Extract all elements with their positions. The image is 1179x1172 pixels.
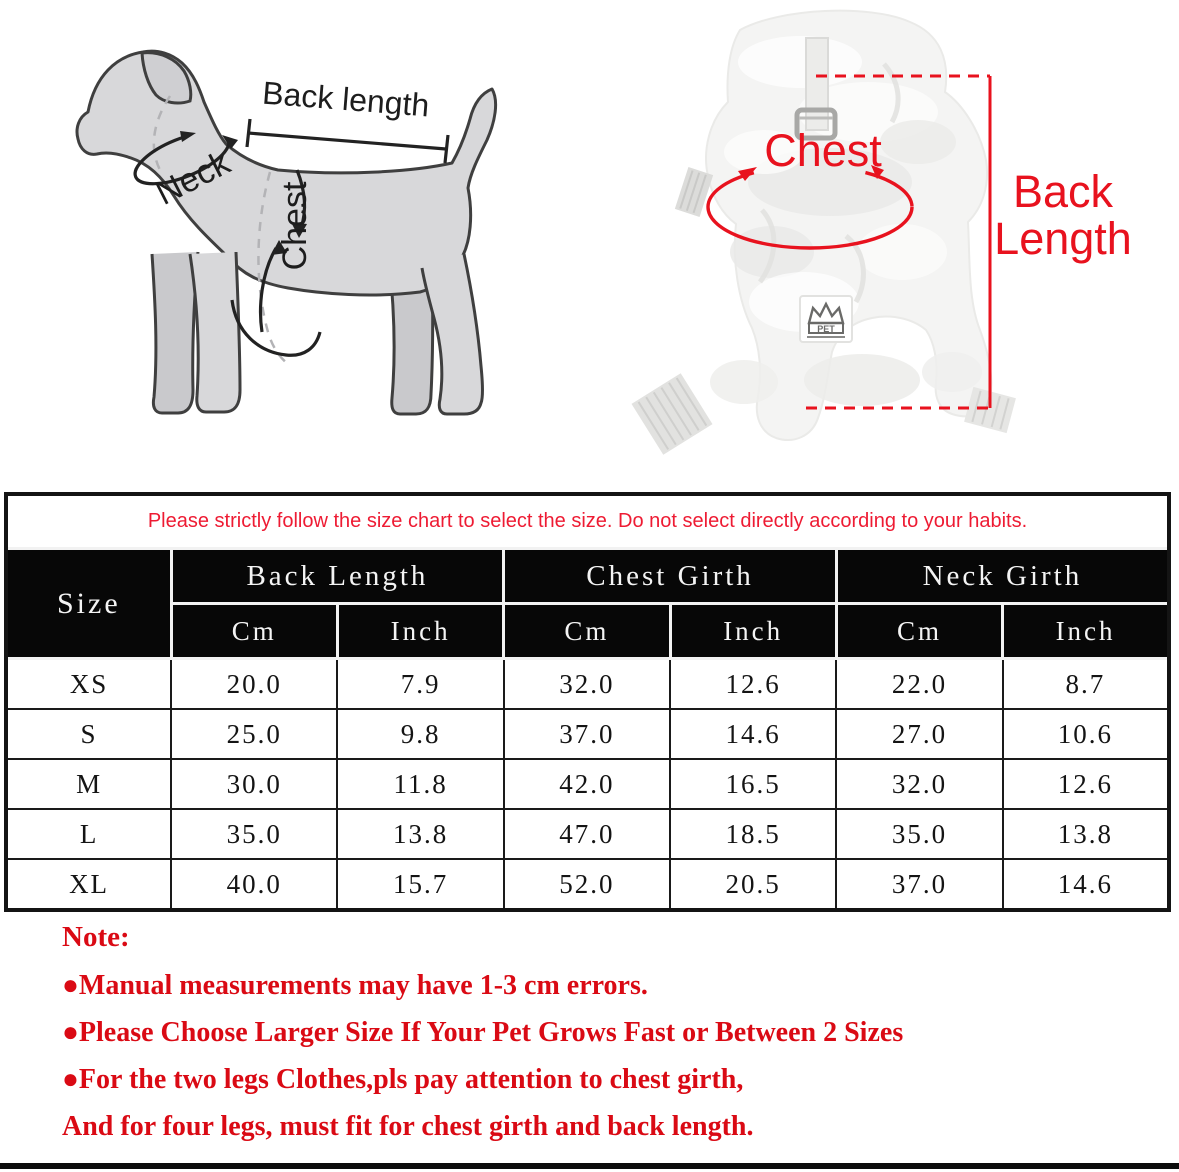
measurement-cell: 13.8	[1001, 808, 1171, 860]
measurement-cell: 42.0	[502, 758, 672, 810]
neck-measure-arrows	[133, 130, 238, 186]
notes-section: Note: ●Manual measurements may have 1-3 …	[62, 921, 1142, 1159]
note-line: ●Please Choose Larger Size If Your Pet G…	[62, 1017, 904, 1048]
measurement-cell: 14.6	[1001, 858, 1171, 911]
measurement-cell: 10.6	[1001, 708, 1171, 760]
table-row-l: L 35.0 13.8 47.0 18.5 35.0 13.8	[4, 808, 1171, 860]
measurement-cell: 8.7	[1001, 657, 1171, 710]
size-cell: M	[4, 758, 173, 810]
table-row-m: M 30.0 11.8 42.0 16.5 32.0 12.6	[4, 758, 1171, 810]
size-cell: S	[4, 708, 173, 760]
garment-photo: PET Chest Back Length	[631, 9, 1132, 455]
size-cell: XS	[4, 657, 173, 710]
measurement-cell: 25.0	[170, 708, 339, 760]
column-header-size: Size	[4, 547, 173, 660]
unit-header-cm: Cm	[834, 602, 1005, 660]
measurement-cell: 22.0	[835, 657, 1004, 710]
dog-silhouette	[75, 49, 498, 297]
note-line: ●Manual measurements may have 1-3 cm err…	[62, 970, 648, 1001]
measurement-illustrations: Back length Neck Chest	[75, 9, 1132, 455]
measurement-cell: 15.7	[336, 858, 505, 911]
column-header-neck-girth: Neck Girth	[834, 547, 1171, 605]
chest-arrow-left	[738, 167, 757, 181]
unit-header-cm: Cm	[502, 602, 672, 660]
measurement-cell: 47.0	[502, 808, 672, 860]
dog-far-front-leg	[150, 251, 200, 415]
dog-near-front-leg	[188, 251, 242, 414]
column-header-chest-girth: Chest Girth	[502, 547, 838, 605]
table-row-xl: XL 40.0 15.7 52.0 20.5 37.0 14.6	[4, 858, 1171, 911]
measurement-cell: 11.8	[336, 758, 505, 810]
size-cell: XL	[4, 858, 173, 911]
column-header-back-length: Back Length	[169, 547, 506, 605]
crown-icon	[807, 301, 845, 325]
measurement-cell: 14.6	[669, 708, 838, 760]
measurement-cell: 13.8	[336, 808, 505, 860]
chest-girth-ellipse	[706, 164, 914, 250]
measurement-cell: 16.5	[669, 758, 838, 810]
dog-ear	[140, 51, 193, 105]
measurement-cell: 12.6	[1001, 758, 1171, 810]
chest-seam-dashed-line	[257, 171, 289, 365]
table-row-s: S 25.0 9.8 37.0 14.6 27.0 10.6	[4, 708, 1171, 760]
note-line: And for four legs, must fit for chest gi…	[62, 1111, 754, 1142]
garment-annotations: Chest Back Length	[706, 74, 1132, 410]
measurement-cell: 40.0	[170, 858, 339, 911]
garment-back-length-label-line2: Length	[994, 213, 1132, 264]
dog-measurement-diagram: Back length Neck Chest	[75, 49, 498, 416]
measurement-cell: 35.0	[170, 808, 339, 860]
measurement-cell: 35.0	[835, 808, 1004, 860]
notes-title: Note:	[62, 921, 130, 953]
measurement-cell: 12.6	[669, 657, 838, 710]
chest-arrow-right	[871, 165, 884, 179]
garment-chest-label: Chest	[764, 125, 882, 176]
measurement-cell: 7.9	[336, 657, 505, 710]
left-sleeve-cuff	[674, 167, 714, 217]
measurement-cell: 32.0	[502, 657, 672, 710]
measurement-cell: 37.0	[502, 708, 672, 760]
measurement-cell: 18.5	[669, 808, 838, 860]
measurement-cell: 37.0	[835, 858, 1004, 911]
dog-far-rear-leg	[387, 259, 435, 416]
harness-buckle	[794, 37, 838, 141]
bottom-divider-bar	[0, 1163, 1179, 1169]
measurement-cell: 20.5	[669, 858, 838, 911]
measurement-cell: 52.0	[502, 858, 672, 911]
back-length-bracket	[245, 118, 450, 164]
neck-seam-dashed-line	[152, 95, 172, 171]
measurement-cell: 32.0	[835, 758, 1004, 810]
size-chart-notice: Please strictly follow the size chart to…	[5, 493, 1170, 550]
measurement-cell: 27.0	[835, 708, 1004, 760]
dog-back-length-label: Back length	[261, 75, 431, 124]
measurement-cell: 9.8	[336, 708, 505, 760]
table-row-xs: XS 20.0 7.9 32.0 12.6 22.0 8.7	[4, 657, 1171, 710]
unit-header-cm: Cm	[169, 602, 339, 660]
tag-pet-text: PET	[817, 324, 835, 334]
note-line: ●For the two legs Clothes,pls pay attent…	[62, 1064, 744, 1095]
measurement-cell: 20.0	[170, 657, 339, 710]
unit-header-inch: Inch	[335, 602, 506, 660]
unit-header-inch: Inch	[668, 602, 838, 660]
size-chart-table: Please strictly follow the size chart to…	[4, 492, 1171, 912]
chest-measure-arrows	[230, 169, 322, 357]
dog-near-rear-leg	[420, 253, 484, 416]
size-cell: L	[4, 808, 173, 860]
bottom-left-cuff	[631, 373, 713, 455]
brand-tag: PET	[799, 295, 853, 343]
unit-header-inch: Inch	[1001, 602, 1171, 660]
dog-chest-label: Chest	[276, 181, 314, 270]
measurement-cell: 30.0	[170, 758, 339, 810]
garment-back-length-label-line1: Back	[1013, 166, 1114, 217]
